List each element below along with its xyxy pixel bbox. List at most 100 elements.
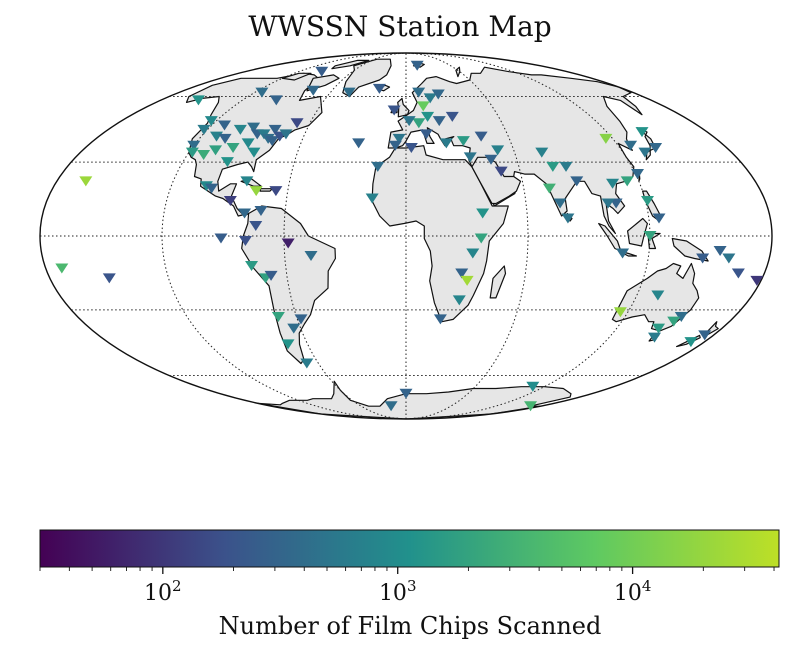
station-marker (559, 161, 573, 172)
station-marker (542, 183, 556, 194)
station-marker (79, 176, 93, 187)
colorbar-ticks (39, 567, 775, 574)
station-marker (561, 213, 575, 224)
station-marker (404, 142, 418, 153)
station-marker (667, 316, 681, 327)
map-outline (39, 52, 773, 420)
station-marker (474, 233, 488, 244)
station-marker (300, 358, 314, 369)
station-marker (526, 381, 540, 392)
station-marker (524, 401, 538, 412)
station-marker (247, 122, 261, 133)
station-marker (218, 120, 232, 131)
station-marker (410, 60, 424, 71)
station-marker (620, 176, 634, 187)
station-marker (460, 275, 474, 286)
land-madagascar (489, 265, 507, 299)
station-marker (265, 136, 279, 147)
station-marker (271, 312, 285, 323)
station-marker (494, 166, 508, 177)
land-hispaniola (259, 188, 273, 192)
station-marker (570, 176, 584, 187)
colorbar-tick-label: 102 (144, 577, 182, 606)
station-marker (638, 147, 652, 158)
station-marker (439, 138, 453, 149)
station-marker (553, 198, 567, 209)
land-novaya-zemlya (455, 66, 461, 78)
station-marker (315, 66, 329, 77)
station-marker (684, 337, 698, 348)
station-marker (245, 261, 259, 272)
station-marker (233, 124, 247, 135)
station-marker (238, 236, 252, 247)
map-area (40, 53, 772, 419)
station-marker (290, 118, 304, 129)
station-marker (220, 157, 234, 168)
station-marker (445, 111, 459, 122)
station-marker (476, 208, 490, 219)
station-marker (205, 183, 219, 194)
station-marker (649, 142, 663, 153)
station-marker (452, 295, 466, 306)
station-marker (696, 253, 710, 264)
station-marker (601, 198, 615, 209)
station-marker (463, 152, 477, 163)
station-marker (249, 186, 263, 197)
station-marker (421, 111, 435, 122)
station-marker (402, 116, 416, 127)
station-marker (269, 95, 283, 106)
land-borneo (627, 217, 648, 247)
station-marker (223, 196, 237, 207)
station-marker (281, 238, 295, 249)
station-marker (484, 154, 498, 165)
station-marker (249, 220, 263, 231)
meridian-line (161, 53, 407, 419)
station-marker (648, 332, 662, 343)
station-marker (247, 147, 261, 158)
land-victoria-island (281, 72, 312, 81)
station-marker (238, 208, 252, 219)
station-marker (255, 87, 269, 98)
station-marker (352, 138, 366, 149)
station-marker (371, 161, 385, 172)
station-marker (191, 95, 205, 106)
station-marker (474, 131, 488, 142)
station-marker (535, 147, 549, 158)
station-marker (197, 124, 211, 135)
station-marker (388, 140, 402, 151)
station-marker (431, 89, 445, 100)
station-marker (546, 161, 560, 172)
station-marker (209, 145, 223, 156)
station-marker (419, 129, 433, 140)
station-marker (652, 213, 666, 224)
station-marker (731, 268, 745, 279)
station-marker (254, 205, 268, 216)
station-marker (491, 145, 505, 156)
meridian-line (283, 53, 407, 419)
station-marker (281, 339, 295, 350)
land-ellesmere (331, 59, 370, 70)
station-marker (294, 314, 308, 325)
station-marker (102, 273, 116, 284)
station-marker (423, 93, 437, 104)
station-marker (412, 118, 426, 129)
station-marker (55, 263, 69, 274)
station-marker (599, 133, 613, 144)
land-taiwan (638, 173, 641, 182)
station-marker (306, 85, 320, 96)
station-marker (342, 87, 356, 98)
station-marker (640, 196, 654, 207)
station-marker (606, 178, 620, 189)
station-marker (185, 147, 199, 158)
station-marker (240, 176, 254, 187)
station-marker (613, 307, 627, 318)
station-marker (624, 140, 638, 151)
station-marker (269, 186, 283, 197)
station-markers (55, 60, 764, 412)
station-marker (433, 314, 447, 325)
station-marker (287, 323, 301, 334)
colorbar: 102 103 104 (39, 529, 780, 606)
station-marker (651, 290, 665, 301)
colorbar-label: Number of Film Chips Scanned (218, 612, 602, 640)
station-marker (698, 330, 712, 341)
